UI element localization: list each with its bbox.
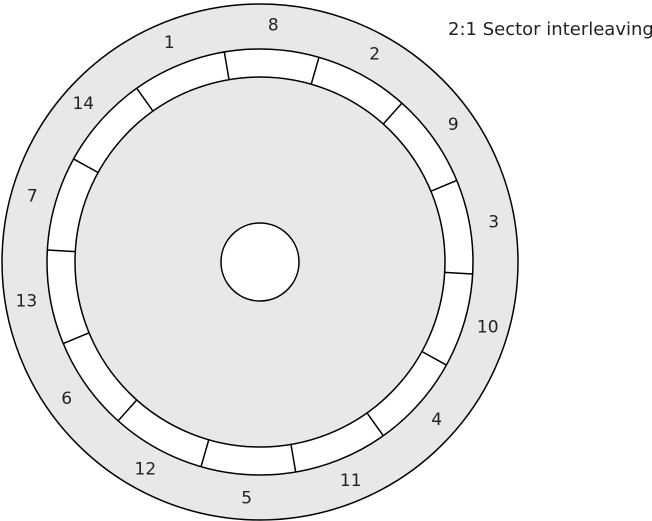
sector-boundary [117,399,138,422]
sector-boundary [430,179,458,192]
sector-label: 4 [431,410,442,430]
sector-boundary [366,412,384,437]
sector-boundary [290,444,297,473]
sector-boundary [47,249,76,253]
sector-label: 8 [268,15,279,35]
sector-boundary [223,51,230,80]
spindle-hole [220,222,300,302]
sector-boundary [382,102,403,125]
sector-boundary [73,158,99,174]
sector-boundary [62,332,90,345]
sector-label: 2 [369,45,380,65]
sector-boundary [200,439,210,467]
sector-label: 11 [340,471,362,491]
diagram-title: 2:1 Sector interleaving [448,19,652,40]
sector-label: 12 [135,459,157,479]
sector-label: 13 [16,292,38,312]
sector-boundary [310,57,320,85]
sector-label: 6 [61,389,72,409]
sector-label: 10 [477,318,499,338]
sector-boundary [421,350,447,366]
sector-label: 3 [488,212,499,232]
sector-label: 7 [27,186,38,206]
sector-label: 1 [164,33,175,53]
sector-labels: 1 8 2 9 3 10 4 11 5 12 6 13 7 14 [16,15,500,508]
sector-label: 5 [241,489,252,509]
sector-label: 9 [448,115,459,135]
sector-boundary [136,87,154,112]
sector-boundary [444,271,473,275]
sector-label: 14 [72,94,94,114]
